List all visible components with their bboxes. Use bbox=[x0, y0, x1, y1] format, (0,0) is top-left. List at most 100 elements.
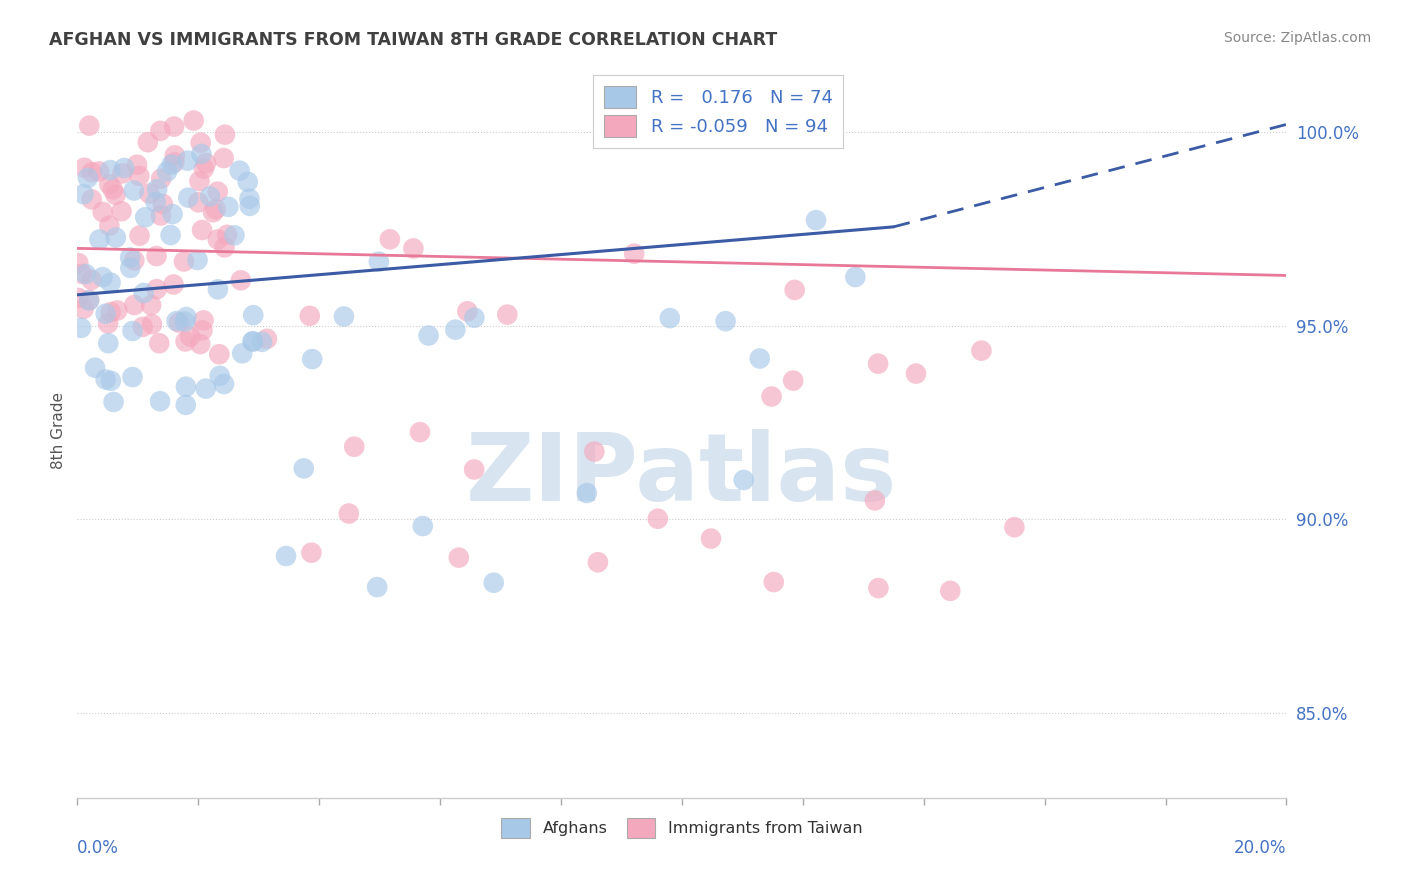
Point bbox=[138, 186, 160, 201]
Point bbox=[141, 317, 163, 331]
Point bbox=[139, 298, 162, 312]
Point bbox=[292, 461, 315, 475]
Point bbox=[179, 329, 201, 343]
Point bbox=[128, 228, 150, 243]
Point bbox=[418, 328, 440, 343]
Point bbox=[586, 555, 609, 569]
Point bbox=[198, 189, 221, 203]
Point bbox=[193, 161, 215, 176]
Point bbox=[122, 184, 145, 198]
Point bbox=[378, 232, 401, 246]
Point bbox=[207, 232, 229, 246]
Point bbox=[89, 232, 111, 246]
Point bbox=[132, 319, 155, 334]
Point bbox=[409, 425, 432, 439]
Text: 0.0%: 0.0% bbox=[77, 838, 120, 857]
Point bbox=[195, 156, 218, 170]
Y-axis label: 8th Grade: 8th Grade bbox=[51, 392, 66, 469]
Point bbox=[412, 519, 434, 533]
Legend: Afghans, Immigrants from Taiwan: Afghans, Immigrants from Taiwan bbox=[494, 810, 870, 846]
Point bbox=[343, 440, 366, 454]
Point bbox=[783, 283, 806, 297]
Point bbox=[456, 304, 478, 318]
Point bbox=[863, 493, 886, 508]
Point bbox=[163, 148, 186, 162]
Point bbox=[121, 324, 143, 338]
Point bbox=[124, 298, 146, 312]
Point bbox=[217, 200, 239, 214]
Point bbox=[186, 252, 208, 267]
Point bbox=[128, 169, 150, 183]
Point bbox=[191, 223, 214, 237]
Point bbox=[112, 161, 135, 175]
Point bbox=[298, 309, 321, 323]
Point bbox=[104, 187, 127, 202]
Point bbox=[176, 310, 198, 324]
Point bbox=[67, 256, 90, 270]
Point bbox=[733, 473, 755, 487]
Point bbox=[804, 213, 827, 227]
Point bbox=[97, 317, 120, 331]
Point bbox=[299, 546, 322, 560]
Point bbox=[77, 119, 100, 133]
Point bbox=[132, 286, 155, 301]
Point bbox=[939, 583, 962, 598]
Point bbox=[208, 347, 231, 361]
Point bbox=[623, 246, 645, 260]
Point bbox=[80, 193, 103, 207]
Point bbox=[1004, 520, 1026, 534]
Point bbox=[496, 308, 519, 322]
Point bbox=[94, 372, 117, 386]
Point bbox=[177, 191, 200, 205]
Text: AFGHAN VS IMMIGRANTS FROM TAIWAN 8TH GRADE CORRELATION CHART: AFGHAN VS IMMIGRANTS FROM TAIWAN 8TH GRA… bbox=[49, 31, 778, 49]
Point bbox=[98, 178, 121, 192]
Point bbox=[337, 507, 360, 521]
Point bbox=[104, 230, 127, 244]
Point bbox=[166, 314, 188, 328]
Point bbox=[463, 462, 485, 476]
Point bbox=[80, 273, 103, 287]
Point bbox=[762, 575, 785, 590]
Text: ZIPatlas: ZIPatlas bbox=[467, 428, 897, 521]
Point bbox=[761, 389, 783, 403]
Point bbox=[239, 199, 262, 213]
Point bbox=[149, 394, 172, 409]
Point bbox=[167, 316, 190, 330]
Point bbox=[162, 207, 184, 221]
Point bbox=[145, 249, 167, 263]
Point bbox=[73, 161, 96, 175]
Point bbox=[224, 228, 246, 243]
Point bbox=[98, 219, 121, 233]
Point bbox=[163, 155, 186, 169]
Point bbox=[274, 549, 297, 563]
Point bbox=[714, 314, 737, 328]
Point bbox=[72, 187, 94, 202]
Point bbox=[188, 174, 211, 188]
Point bbox=[77, 293, 100, 308]
Point bbox=[782, 374, 804, 388]
Point bbox=[70, 267, 93, 281]
Point bbox=[121, 370, 143, 384]
Point bbox=[80, 165, 103, 179]
Point bbox=[229, 273, 252, 287]
Point bbox=[152, 197, 174, 211]
Point bbox=[575, 486, 598, 500]
Point bbox=[658, 311, 681, 326]
Point bbox=[242, 334, 264, 349]
Point bbox=[193, 313, 215, 327]
Point bbox=[207, 185, 229, 199]
Point bbox=[174, 380, 197, 394]
Point bbox=[366, 580, 388, 594]
Point bbox=[202, 205, 225, 219]
Point bbox=[700, 532, 723, 546]
Point bbox=[145, 195, 167, 210]
Point bbox=[970, 343, 993, 358]
Point bbox=[148, 336, 170, 351]
Point bbox=[208, 368, 231, 383]
Point bbox=[176, 153, 198, 168]
Point bbox=[207, 282, 229, 296]
Point bbox=[444, 323, 467, 337]
Point bbox=[250, 334, 273, 349]
Point bbox=[162, 277, 184, 292]
Point bbox=[188, 337, 211, 351]
